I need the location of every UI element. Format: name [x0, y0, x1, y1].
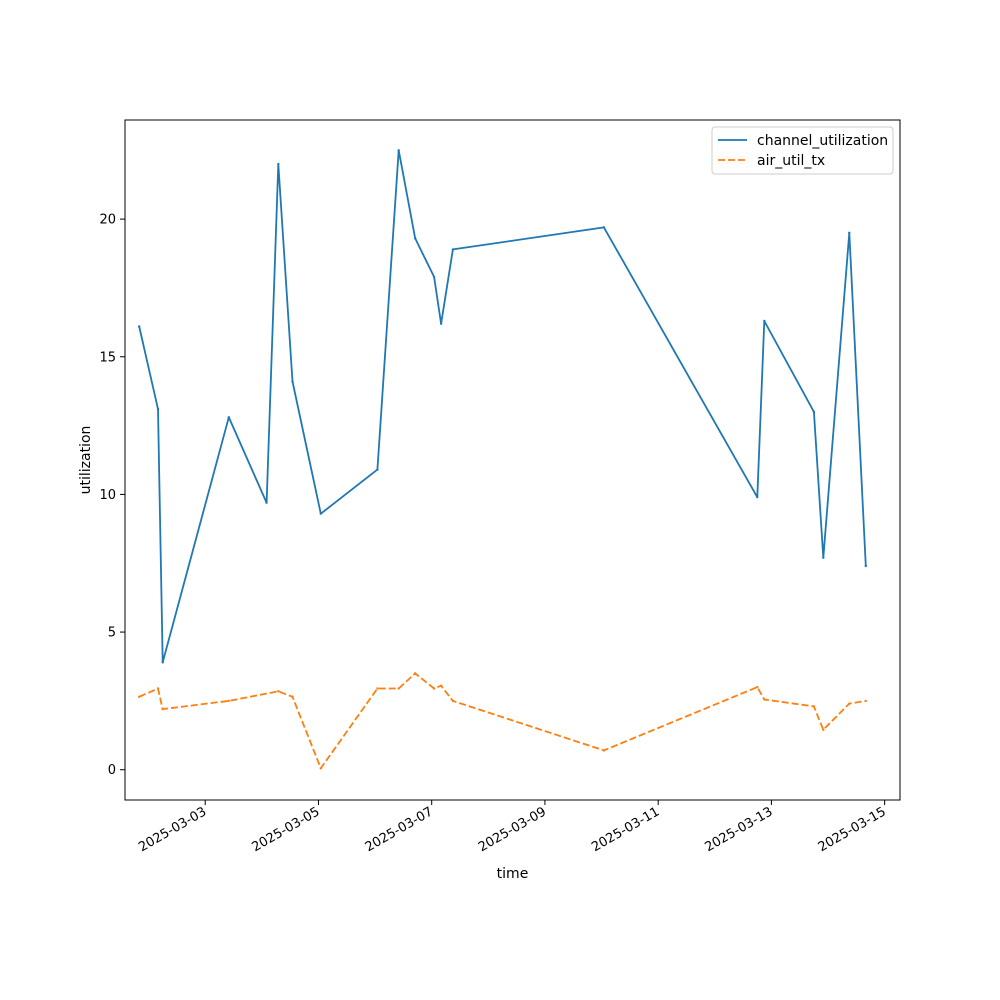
legend-label: channel_utilization: [757, 133, 888, 149]
data-point-air_util_tx: [602, 749, 606, 752]
legend-box: [711, 126, 894, 175]
data-point-air_util_tx: [763, 698, 766, 701]
y-axis-label: utilization: [78, 426, 94, 495]
data-point-air_util_tx: [848, 702, 851, 705]
data-point-channel_utilization: [756, 495, 759, 499]
data-point-air_util_tx: [439, 684, 443, 687]
legend-label: air_util_tx: [757, 153, 825, 169]
series-line-air_util_tx: [138, 672, 866, 770]
y-axis: 0 5 10 15 20: [99, 213, 125, 778]
data-point-channel_utilization: [156, 407, 160, 411]
series-line-channel_utilization: [138, 149, 867, 664]
data-point-air_util_tx: [432, 687, 436, 690]
data-point-channel_utilization: [439, 322, 443, 325]
data-point-channel_utilization: [319, 512, 323, 515]
data-point-channel_utilization: [227, 416, 231, 419]
data-point-air_util_tx: [291, 695, 294, 698]
data-point-air_util_tx: [822, 728, 825, 731]
data-point-channel_utilization: [602, 226, 606, 229]
data-point-air_util_tx: [376, 687, 379, 690]
x-tick-label: 2025-03-09: [476, 804, 549, 855]
x-tick-label: 2025-03-05: [250, 804, 323, 855]
data-point-air_util_tx: [156, 687, 160, 690]
x-axis-label: time: [497, 866, 529, 882]
data-point-air_util_tx: [812, 705, 816, 708]
data-point-channel_utilization: [137, 325, 141, 328]
data-point-channel_utilization: [822, 556, 825, 559]
legend: channel_utilization air_util_tx: [711, 126, 894, 175]
x-tick-label: 2025-03-03: [136, 804, 209, 855]
data-point-channel_utilization: [397, 149, 400, 152]
data-point-channel_utilization: [161, 661, 164, 664]
data-point-channel_utilization: [864, 564, 867, 568]
data-point-channel_utilization: [376, 468, 379, 471]
data-point-air_util_tx: [451, 699, 455, 703]
data-point-air_util_tx: [864, 699, 867, 703]
data-point-channel_utilization: [277, 162, 280, 166]
y-tick-label: 20: [99, 213, 116, 228]
data-point-air_util_tx: [319, 767, 323, 770]
x-tick-label: 2025-03-11: [589, 804, 662, 855]
plot-area: [124, 119, 901, 801]
y-tick-label: 15: [99, 350, 116, 365]
data-point-channel_utilization: [432, 275, 436, 279]
y-tick-label: 0: [108, 763, 116, 778]
y-tick-label: 5: [108, 626, 116, 641]
data-point-air_util_tx: [756, 685, 759, 689]
series-lines: [137, 149, 867, 770]
x-tick-label: 2025-03-07: [363, 804, 436, 855]
data-point-air_util_tx: [397, 687, 400, 690]
data-point-channel_utilization: [763, 319, 766, 323]
data-point-air_util_tx: [137, 695, 141, 698]
data-point-channel_utilization: [848, 231, 851, 235]
data-point-air_util_tx: [227, 699, 231, 703]
y-tick-label: 10: [99, 488, 116, 503]
data-point-channel_utilization: [265, 501, 268, 504]
x-axis: 2025-03-03 2025-03-05 2025-03-07 2025-03-09…: [136, 800, 889, 855]
data-point-air_util_tx: [161, 707, 164, 711]
data-point-air_util_tx: [413, 672, 417, 675]
x-tick-label: 2025-03-15: [816, 804, 889, 855]
data-point-channel_utilization: [451, 248, 455, 251]
data-point-channel_utilization: [413, 237, 417, 240]
data-point-air_util_tx: [277, 690, 280, 693]
data-point-channel_utilization: [291, 380, 294, 383]
x-tick-label: 2025-03-13: [702, 804, 775, 855]
data-point-channel_utilization: [812, 410, 816, 414]
